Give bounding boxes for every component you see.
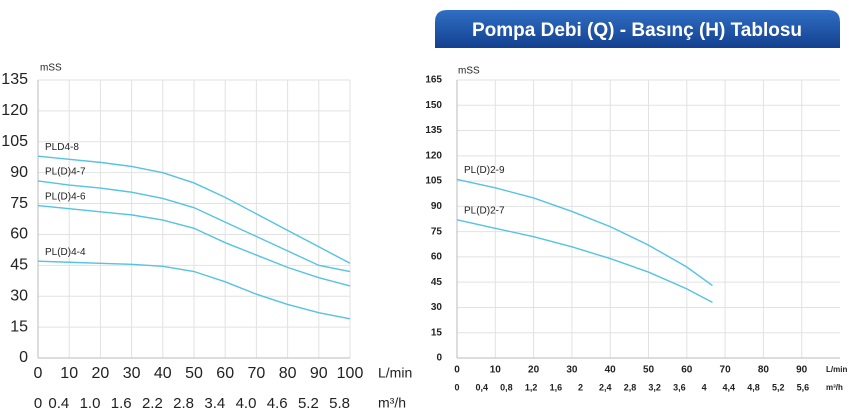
x-tick-label: 20: [92, 365, 110, 382]
series-line: [37, 155, 351, 264]
x2-tick-label: 0,4: [475, 382, 488, 392]
y-tick-label: 15: [10, 318, 28, 335]
y-tick-label: 75: [431, 226, 443, 237]
x2-tick-label: 2.8: [173, 395, 194, 412]
y-axis-label: mSS: [40, 63, 62, 74]
x2-tick-label: 2.2: [142, 395, 163, 412]
x2-tick-label: 5.8: [329, 395, 350, 412]
x2-tick-label: 0: [454, 382, 459, 392]
x2-tick-label: 3,2: [648, 382, 661, 392]
series-label: PL(D)4-7: [45, 167, 86, 178]
x2-tick-label: 4,8: [747, 382, 760, 392]
y-axis-label: mSS: [458, 66, 480, 77]
x-tick-label: 30: [123, 365, 141, 382]
x2-tick-label: 0: [34, 395, 42, 412]
banner: [435, 10, 840, 48]
x2-tick-label: 2,4: [599, 382, 612, 392]
x-tick-label: 40: [154, 365, 172, 382]
x2-tick-label: 3,6: [673, 382, 686, 392]
x-tick-label: 80: [758, 365, 770, 376]
series-line: [37, 204, 351, 287]
x-tick-label: 80: [279, 365, 297, 382]
x2-tick-label: 2,8: [624, 382, 637, 392]
x2-tick-label: 0,8: [500, 382, 513, 392]
y-tick-label: 45: [431, 277, 443, 288]
x2-tick-label: 5,6: [797, 382, 810, 392]
x2-tick-label: 2: [578, 382, 583, 392]
x2-axis-label: m³/h: [378, 395, 406, 411]
y-tick-label: 30: [431, 302, 443, 313]
y-tick-label: 60: [431, 252, 443, 263]
x-tick-label: 70: [720, 365, 732, 376]
banner-title: Pompa Debi (Q) - Basınç (H) Tablosu: [472, 20, 802, 41]
series-label: PL(D)4-4: [45, 247, 86, 258]
y-tick-label: 165: [425, 75, 442, 86]
x-axis-label: L/min: [378, 365, 412, 381]
x-tick-label: 90: [310, 365, 328, 382]
x2-axis-label: m³/h: [826, 383, 843, 392]
series-label: PLD4-8: [45, 142, 79, 153]
x2-tick-label: 4,4: [723, 382, 736, 392]
x-tick-label: 10: [60, 365, 78, 382]
x-tick-label: 0: [34, 365, 43, 382]
x2-tick-label: 3.4: [204, 395, 225, 412]
x-tick-label: 60: [681, 365, 693, 376]
x-tick-label: 20: [528, 365, 540, 376]
x-tick-label: 30: [566, 365, 578, 376]
x2-tick-label: 0.4: [48, 395, 69, 412]
y-tick-label: 120: [425, 150, 442, 161]
x-tick-label: 60: [216, 365, 234, 382]
y-tick-label: 135: [425, 125, 442, 136]
series-label: PL(D)4-6: [45, 191, 86, 202]
y-tick-label: 0: [436, 353, 442, 364]
y-tick-label: 45: [10, 257, 28, 274]
x-tick-label: 40: [605, 365, 617, 376]
y-tick-label: 105: [425, 176, 442, 187]
y-tick-label: 120: [1, 102, 28, 119]
y-tick-label: 15: [431, 327, 443, 338]
x-tick-label: 10: [490, 365, 502, 376]
series-line: [456, 178, 713, 287]
x-axis-label: L/min: [826, 365, 847, 374]
x2-tick-label: 4.6: [267, 395, 288, 412]
series-line: [37, 180, 351, 273]
y-tick-label: 90: [431, 201, 443, 212]
x2-tick-label: 1,6: [550, 382, 563, 392]
y-tick-label: 75: [10, 195, 28, 212]
x2-tick-label: 1,2: [525, 382, 538, 392]
y-tick-label: 150: [425, 100, 442, 111]
x2-tick-label: 1.0: [80, 395, 101, 412]
x2-tick-label: 5,2: [772, 382, 785, 392]
series-label: PL(D)2-9: [464, 165, 505, 176]
y-tick-label: 0: [19, 349, 28, 366]
series-label: PL(D)2-7: [464, 205, 505, 216]
y-tick-label: 90: [10, 164, 28, 181]
x-tick-label: 70: [248, 365, 266, 382]
x-tick-label: 0: [454, 365, 460, 376]
x2-tick-label: 4.0: [236, 395, 257, 412]
x2-tick-label: 5.2: [298, 395, 319, 412]
y-tick-label: 135: [1, 71, 28, 88]
x-tick-label: 100: [337, 365, 364, 382]
x2-tick-label: 4: [702, 382, 707, 392]
x-tick-label: 50: [185, 365, 203, 382]
series-line: [37, 260, 351, 320]
y-tick-label: 105: [1, 133, 28, 150]
y-tick-label: 30: [10, 287, 28, 304]
y-tick-label: 60: [10, 226, 28, 243]
x2-tick-label: 1.6: [111, 395, 132, 412]
x-tick-label: 50: [643, 365, 655, 376]
x-tick-label: 90: [796, 365, 808, 376]
series-line: [456, 219, 713, 304]
